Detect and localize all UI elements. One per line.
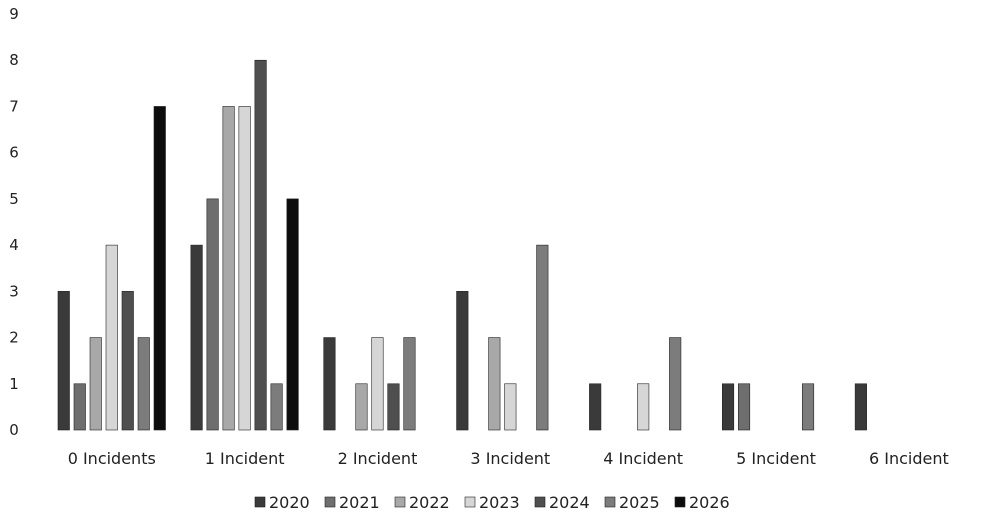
bar-2023-2 (371, 337, 384, 431)
bar-2025-2 (403, 337, 416, 431)
legend-item: 2022 (394, 493, 450, 512)
bar-2024-1 (254, 59, 267, 431)
legend-label: 2026 (689, 493, 730, 512)
legend-swatch (394, 496, 406, 508)
y-tick-label: 2 (9, 329, 19, 347)
legend-label: 2025 (619, 493, 660, 512)
y-tick-label: 8 (9, 51, 19, 69)
legend-item: 2025 (604, 493, 660, 512)
bar-2024-0 (121, 291, 134, 431)
legend-swatch (534, 496, 546, 508)
legend: 2020 2021 2022 2023 2024 2025 2026 (254, 493, 730, 512)
legend-label: 2021 (339, 493, 380, 512)
bar-2021-1 (206, 198, 219, 431)
bar-2025-1 (270, 383, 283, 431)
bar-2021-5 (737, 383, 751, 431)
legend-label: 2023 (479, 493, 520, 512)
bar-2023-1 (238, 106, 251, 431)
category-label: 6 Incident (869, 449, 949, 468)
category-label: 4 Incident (603, 449, 683, 468)
y-tick-label: 6 (9, 144, 19, 162)
bar-2020-0 (57, 291, 70, 431)
bar-2023-4 (637, 383, 650, 431)
bar-2024-2 (387, 383, 400, 431)
bar-2022-0 (89, 337, 102, 431)
bar-2020-1 (190, 244, 203, 431)
category-label: 0 Incidents (68, 449, 156, 468)
y-tick-label: 3 (9, 282, 19, 300)
y-tick-label: 9 (9, 5, 19, 23)
bars (57, 59, 867, 431)
legend-item: 2026 (674, 493, 730, 512)
y-tick-label: 0 (9, 421, 19, 439)
bar-2025-5 (801, 383, 815, 431)
bar-2020-3 (456, 291, 469, 431)
y-tick-label: 4 (9, 236, 19, 254)
bar-2020-6 (854, 383, 867, 431)
legend-label: 2020 (269, 493, 310, 512)
bar-2025-0 (137, 337, 150, 431)
category-label: 2 Incident (338, 449, 418, 468)
bar-2023-0 (105, 244, 118, 431)
category-label: 3 Incident (470, 449, 550, 468)
bar-2026-0 (153, 106, 166, 431)
legend-label: 2022 (409, 493, 450, 512)
legend-label: 2024 (549, 493, 590, 512)
y-tick-label: 7 (9, 97, 19, 115)
y-axis: 0 1 2 3 4 5 6 7 8 9 (9, 5, 19, 439)
category-label: 5 Incident (736, 449, 816, 468)
legend-swatch (464, 496, 476, 508)
bar-2026-1 (286, 198, 299, 431)
legend-item: 2020 (254, 493, 310, 512)
x-axis: 0 Incidents 1 Incident 2 Incident 3 Inciden… (68, 449, 949, 468)
legend-swatch (674, 496, 686, 508)
category-label: 1 Incident (205, 449, 285, 468)
bar-2025-3 (536, 244, 549, 431)
bar-2021-0 (73, 383, 86, 431)
y-tick-label: 1 (9, 375, 19, 393)
bar-2022-3 (488, 337, 501, 431)
legend-swatch (254, 496, 266, 508)
legend-item: 2023 (464, 493, 520, 512)
bar-2022-2 (355, 383, 368, 431)
legend-item: 2021 (324, 493, 380, 512)
bar-2020-5 (721, 383, 735, 431)
bar-2020-2 (323, 337, 336, 431)
bar-2023-3 (504, 383, 517, 431)
y-tick-label: 5 (9, 190, 19, 208)
bar-2020-4 (589, 383, 602, 431)
bar-2022-1 (222, 106, 235, 431)
legend-swatch (324, 496, 336, 508)
bar-2025-4 (669, 337, 682, 431)
legend-item: 2024 (534, 493, 590, 512)
legend-swatch (604, 496, 616, 508)
